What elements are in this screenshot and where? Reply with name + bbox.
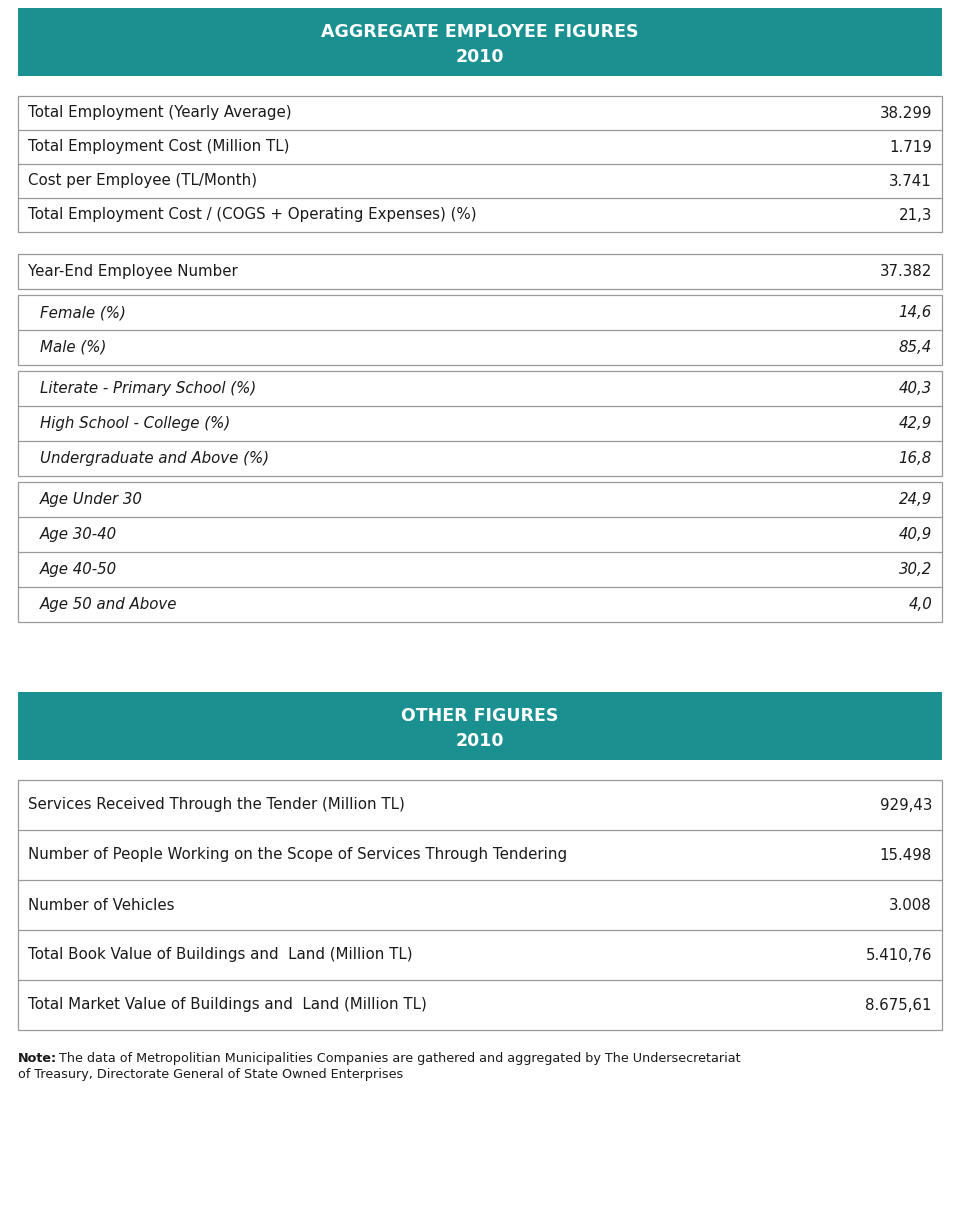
Text: 37.382: 37.382: [879, 264, 932, 279]
Bar: [18, 781, 942, 1030]
Text: 24,9: 24,9: [899, 492, 932, 507]
Text: Female (%): Female (%): [40, 305, 126, 320]
Text: 38.299: 38.299: [879, 105, 932, 120]
Text: 14,6: 14,6: [899, 305, 932, 320]
Text: 2010: 2010: [456, 732, 504, 750]
Text: Age 30-40: Age 30-40: [40, 527, 117, 542]
Text: 16,8: 16,8: [899, 451, 932, 465]
Text: 3.008: 3.008: [889, 898, 932, 913]
Text: Total Market Value of Buildings and  Land (Million TL): Total Market Value of Buildings and Land…: [28, 997, 427, 1012]
Text: High School - College (%): High School - College (%): [40, 416, 230, 431]
Text: 2010: 2010: [456, 48, 504, 65]
Text: 1.719: 1.719: [889, 139, 932, 154]
Text: Number of People Working on the Scope of Services Through Tendering: Number of People Working on the Scope of…: [28, 847, 567, 863]
Text: The data of Metropolitian Municipalities Companies are gathered and aggregated b: The data of Metropolitian Municipalities…: [55, 1052, 740, 1065]
Text: Services Received Through the Tender (Million TL): Services Received Through the Tender (Mi…: [28, 797, 405, 812]
Text: 40,9: 40,9: [899, 527, 932, 542]
Text: Total Employment Cost (Million TL): Total Employment Cost (Million TL): [28, 139, 290, 154]
Text: 3.741: 3.741: [889, 173, 932, 189]
Text: 5.410,76: 5.410,76: [866, 948, 932, 962]
Text: 15.498: 15.498: [879, 847, 932, 863]
Text: Total Employment Cost / (COGS + Operating Expenses) (%): Total Employment Cost / (COGS + Operatin…: [28, 207, 476, 223]
Text: Male (%): Male (%): [40, 341, 107, 355]
Text: Total Book Value of Buildings and  Land (Million TL): Total Book Value of Buildings and Land (…: [28, 948, 413, 962]
Text: 85,4: 85,4: [899, 341, 932, 355]
Text: 42,9: 42,9: [899, 416, 932, 431]
Text: AGGREGATE EMPLOYEE FIGURES: AGGREGATE EMPLOYEE FIGURES: [322, 23, 638, 41]
Text: Age 50 and Above: Age 50 and Above: [40, 598, 178, 612]
Text: 929,43: 929,43: [879, 797, 932, 812]
Text: Cost per Employee (TL/Month): Cost per Employee (TL/Month): [28, 173, 257, 189]
Text: Year-End Employee Number: Year-End Employee Number: [28, 264, 238, 279]
Text: Undergraduate and Above (%): Undergraduate and Above (%): [40, 451, 269, 465]
Text: Age Under 30: Age Under 30: [40, 492, 143, 507]
Text: 4,0: 4,0: [908, 598, 932, 612]
Text: Literate - Primary School (%): Literate - Primary School (%): [40, 381, 256, 396]
Text: Age 40-50: Age 40-50: [40, 562, 117, 577]
Text: Number of Vehicles: Number of Vehicles: [28, 898, 175, 913]
Text: Note:: Note:: [18, 1052, 58, 1065]
Text: of Treasury, Directorate General of State Owned Enterprises: of Treasury, Directorate General of Stat…: [18, 1068, 403, 1081]
Text: 21,3: 21,3: [899, 207, 932, 223]
Text: OTHER FIGURES: OTHER FIGURES: [401, 707, 559, 725]
Bar: [18, 295, 942, 365]
Bar: [18, 482, 942, 622]
Text: 40,3: 40,3: [899, 381, 932, 396]
Bar: [18, 371, 942, 476]
Text: Total Employment (Yearly Average): Total Employment (Yearly Average): [28, 105, 292, 120]
Text: 30,2: 30,2: [899, 562, 932, 577]
Bar: [18, 96, 942, 231]
Bar: [18, 255, 942, 288]
Bar: [18, 8, 942, 76]
Text: 8.675,61: 8.675,61: [866, 997, 932, 1012]
Bar: [18, 692, 942, 760]
